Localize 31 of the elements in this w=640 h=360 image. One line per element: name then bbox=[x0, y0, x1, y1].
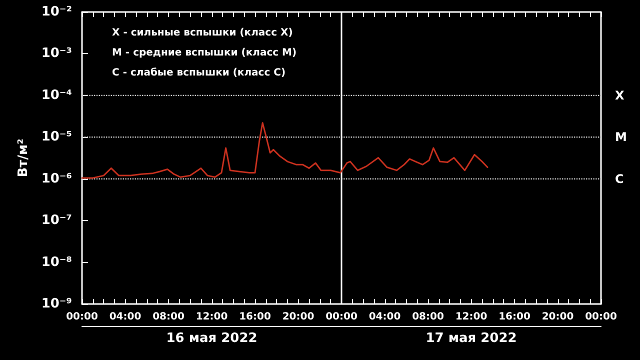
x2-tick-label: 16 мая 2022 bbox=[166, 331, 258, 346]
line-series bbox=[81, 122, 488, 179]
ref-line-label: C bbox=[615, 172, 624, 186]
ref-line-label: X bbox=[615, 88, 625, 102]
y-tick-label: 10⁻⁴ bbox=[41, 88, 72, 103]
x2-tick-label: 17 мая 2022 bbox=[426, 331, 517, 346]
x-tick-label: 08:00 bbox=[412, 312, 444, 322]
y-tick-label: 10⁻⁸ bbox=[41, 254, 72, 270]
x-tick-label: 08:00 bbox=[152, 312, 184, 322]
annotation: X - сильные вспышки (класс X) bbox=[112, 28, 293, 38]
y-tick-label: 10⁻⁹ bbox=[41, 296, 72, 312]
y-tick-label: 10⁻⁷ bbox=[41, 213, 72, 228]
x-tick-label: 20:00 bbox=[282, 312, 314, 322]
x-tick-label: 00:00 bbox=[326, 312, 358, 322]
x-tick-label: 00:00 bbox=[66, 312, 98, 322]
annotation: C - слабые вспышки (класс C) bbox=[112, 68, 286, 78]
y-tick-label: 10⁻² bbox=[41, 4, 72, 20]
x-tick-label: 16:00 bbox=[498, 312, 530, 322]
x-tick-label: 12:00 bbox=[196, 312, 228, 322]
x-tick-label: 16:00 bbox=[239, 312, 271, 322]
x-tick-label: 04:00 bbox=[368, 312, 401, 322]
annotation: M - средние вспышки (класс M) bbox=[112, 48, 297, 58]
y-tick-label: 10⁻⁵ bbox=[41, 130, 72, 145]
y-tick-label: 10⁻⁶ bbox=[41, 171, 72, 186]
y-tick-label: 10⁻³ bbox=[41, 46, 72, 62]
x-tick-label: 20:00 bbox=[542, 312, 574, 322]
y-axis-title: Вт/м² bbox=[16, 138, 31, 178]
x-tick-label: 12:00 bbox=[455, 312, 488, 322]
ref-line-label: M bbox=[615, 130, 627, 144]
x-tick-label: 04:00 bbox=[109, 312, 142, 322]
x-tick-label: 00:00 bbox=[585, 312, 617, 322]
